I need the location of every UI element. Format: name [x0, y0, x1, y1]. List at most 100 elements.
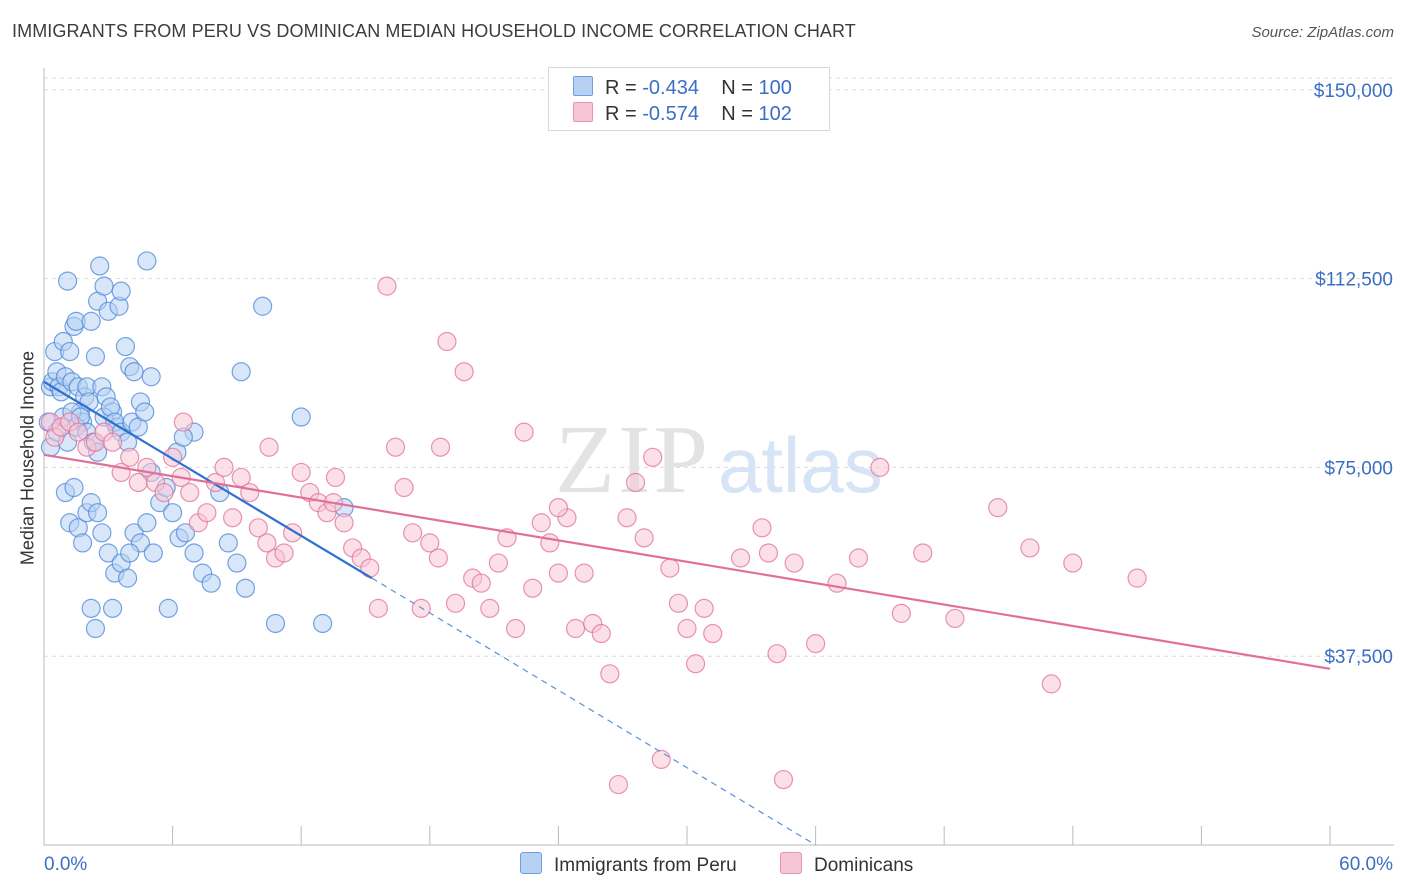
dominicans-point-68 — [617, 508, 637, 528]
dominicans-point-67 — [608, 774, 629, 795]
dominicans-r-value: -0.574 — [642, 103, 699, 125]
dominicans-point-71 — [643, 447, 663, 467]
dominicans-point-53 — [488, 553, 508, 573]
dominicans-point-39 — [368, 598, 388, 618]
dominicans-point-95 — [1127, 568, 1147, 588]
peru-point-84 — [235, 578, 256, 598]
peru-point-8 — [57, 271, 78, 291]
trend-lines — [43, 380, 1331, 846]
x-tick-label-min: 0.0% — [44, 854, 87, 875]
peru-n-label: N = — [721, 77, 759, 99]
dominicans-point-89 — [913, 543, 933, 563]
dominicans-point-94 — [1063, 553, 1083, 573]
dominicans-point-66 — [600, 664, 620, 684]
dominicans-point-48 — [445, 593, 466, 613]
peru-trend-extension — [371, 577, 816, 846]
dominicans-point-26 — [257, 533, 277, 553]
dominicans-point-10 — [120, 447, 140, 467]
dominicans-point-51 — [471, 573, 491, 593]
dominicans-point-65 — [591, 623, 611, 644]
peru-point-35 — [137, 251, 157, 271]
y-tick-112500: $112,500 — [1315, 270, 1393, 291]
dominicans-point-96 — [773, 769, 794, 790]
peru-point-78 — [184, 543, 204, 563]
y-tick-150000: $150,000 — [1314, 81, 1393, 102]
peru-point-55 — [135, 402, 155, 422]
peru-point-88 — [120, 543, 140, 563]
dominicans-point-75 — [677, 618, 697, 639]
dominicans-point-70 — [634, 528, 654, 548]
dominicans-point-73 — [660, 558, 680, 578]
legend-swatch-dominicans — [780, 852, 802, 874]
dominicans-point-52 — [480, 598, 500, 618]
dominicans-point-85 — [827, 573, 847, 593]
dominicans-point-59 — [540, 533, 560, 553]
dominicans-point-22 — [223, 508, 243, 528]
peru-point-72 — [143, 543, 163, 563]
dominicans-point-90 — [945, 608, 965, 629]
y-tick-37500: $37,500 — [1324, 647, 1393, 668]
peru-point-80 — [201, 573, 221, 593]
dominicans-swatch — [573, 102, 593, 122]
stats-legend-row-peru: R = -0.434 N = 100 — [573, 76, 792, 102]
dominicans-point-21 — [214, 457, 234, 477]
dominicans-point-86 — [848, 548, 869, 568]
peru-trend-line — [43, 380, 373, 580]
dominicans-point-83 — [784, 553, 804, 573]
dominicans-point-24 — [240, 482, 260, 503]
peru-point-68 — [117, 568, 138, 588]
dominicans-point-78 — [703, 623, 723, 644]
dominicans-point-42 — [394, 477, 414, 498]
dominicans-point-28 — [274, 543, 294, 563]
dominicans-point-92 — [1020, 538, 1040, 558]
peru-point-31 — [115, 336, 136, 357]
dominicans-point-72 — [651, 749, 671, 770]
peru-point-63 — [87, 503, 108, 523]
y-axis-label: Median Household Income — [17, 350, 38, 566]
dominicans-point-8 — [102, 432, 123, 452]
dominicans-point-4 — [68, 422, 88, 442]
dominicans-point-91 — [988, 498, 1008, 518]
dominicans-point-46 — [428, 548, 448, 568]
peru-point-19 — [81, 311, 101, 331]
peru-point-9 — [60, 341, 80, 362]
peru-point-86 — [85, 618, 106, 639]
dominicans-point-19 — [197, 503, 217, 523]
peru-point-87 — [102, 598, 123, 618]
dominicans-point-87 — [870, 457, 890, 477]
dominicans-point-34 — [325, 467, 346, 488]
dominicans-point-79 — [730, 548, 751, 568]
dominicans-point-63 — [574, 563, 594, 583]
dominicans-point-58 — [531, 513, 551, 533]
peru-point-82 — [218, 533, 238, 553]
dominicans-point-93 — [1041, 674, 1061, 694]
peru-point-77 — [175, 523, 196, 543]
dominicans-trend-line — [43, 453, 1331, 670]
chart-title: IMMIGRANTS FROM PERU VS DOMINICAN MEDIAN… — [12, 21, 856, 41]
peru-point-20 — [85, 347, 106, 367]
source-label: Source: ZipAtlas.com — [1251, 24, 1394, 41]
dominicans-point-101 — [548, 498, 569, 518]
stats-legend: R = -0.434 N = 100 R = -0.574 N = 102 — [548, 67, 830, 131]
dominicans-point-56 — [514, 422, 534, 442]
peru-point-64 — [92, 523, 112, 543]
dominicans-n-label: N = — [721, 103, 759, 125]
legend-label-dominicans: Dominicans — [814, 855, 914, 876]
peru-point-97 — [313, 613, 333, 634]
stats-legend-row-dominicans: R = -0.574 N = 102 — [573, 102, 792, 128]
dominicans-point-82 — [767, 644, 787, 664]
dominicans-point-57 — [523, 578, 543, 598]
peru-point-33 — [124, 362, 144, 382]
peru-point-24 — [94, 276, 114, 296]
peru-point-58 — [64, 477, 84, 498]
legend-item-peru: Immigrants from Peru — [520, 852, 737, 877]
dominicans-point-43 — [403, 523, 423, 543]
dominicans-point-77 — [694, 598, 714, 618]
peru-point-92 — [158, 598, 178, 618]
dominicans-n-value: 102 — [758, 103, 792, 125]
peru-point-96 — [291, 407, 311, 427]
dominicans-point-55 — [505, 618, 526, 639]
dominicans-point-81 — [758, 543, 779, 563]
watermark-atlas: atlas — [718, 421, 883, 509]
